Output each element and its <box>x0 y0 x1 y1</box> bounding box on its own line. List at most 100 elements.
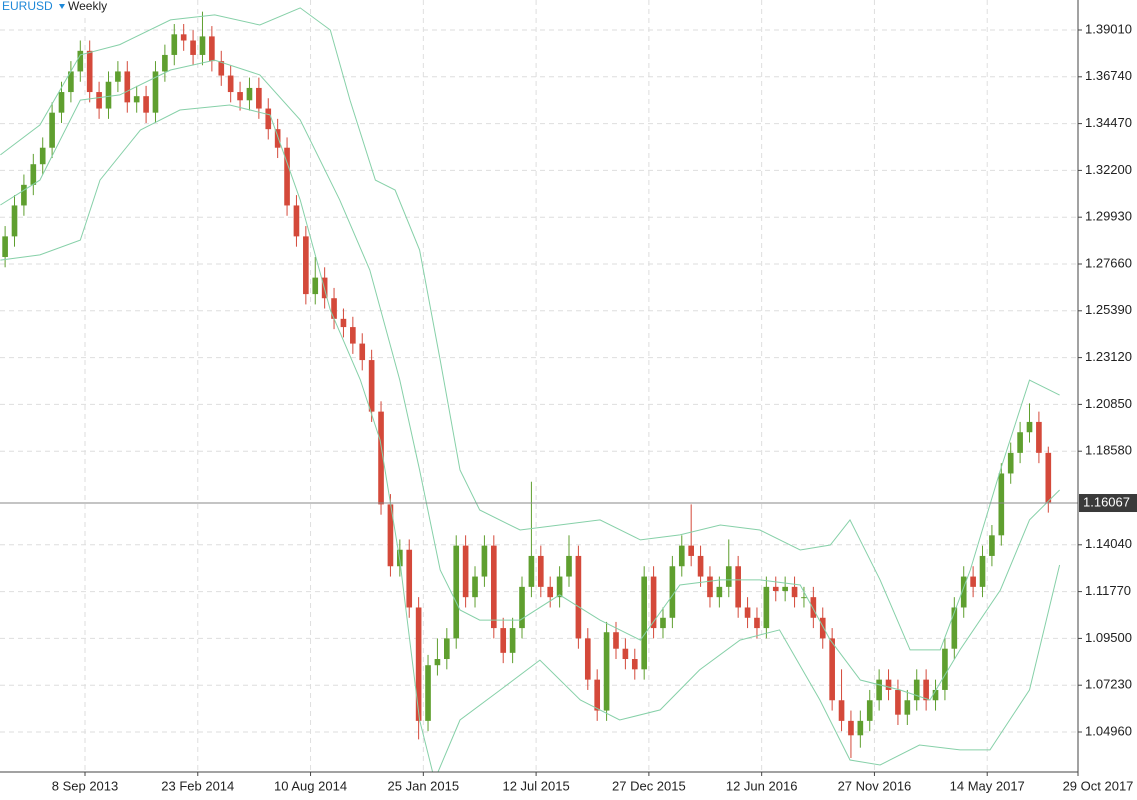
candle-body <box>801 597 807 599</box>
candle-body <box>537 555 544 587</box>
candle-body <box>359 343 366 361</box>
candle-body <box>49 112 55 148</box>
candle-body <box>434 659 441 666</box>
candle-body <box>904 700 911 715</box>
candle-body <box>660 617 666 629</box>
last-price-label: 1.16067 <box>1083 494 1130 509</box>
symbol[interactable]: EURUSD <box>2 0 53 13</box>
candle-body <box>519 586 525 629</box>
bollinger-band <box>0 104 1061 772</box>
y-tick-label: 1.27660 <box>1085 255 1132 270</box>
candle-body <box>77 50 84 72</box>
candle-body <box>171 34 178 55</box>
candle-body <box>932 689 939 701</box>
candle-body <box>331 298 337 319</box>
candle-body <box>1045 452 1052 503</box>
candle-body <box>284 147 290 206</box>
candle-body <box>86 50 93 93</box>
candle-body <box>312 277 319 295</box>
bollinger-band <box>0 59 1060 701</box>
candle-body <box>989 535 995 556</box>
candle-body <box>481 545 488 577</box>
candle-body <box>951 607 958 649</box>
candle-body <box>754 617 760 629</box>
candle-body <box>105 81 112 109</box>
y-tick-label: 1.36740 <box>1085 68 1132 83</box>
candle-body <box>913 679 920 701</box>
candle-body <box>415 607 422 721</box>
candle-body <box>678 545 685 567</box>
candle-body <box>603 632 610 711</box>
candle-body <box>810 597 817 618</box>
candle-body <box>885 679 892 690</box>
candle-body <box>1017 432 1023 453</box>
candle-body <box>237 92 243 101</box>
candle-body <box>509 628 516 653</box>
y-tick-label: 1.25390 <box>1085 302 1132 317</box>
candle-body <box>30 164 37 185</box>
candle-body <box>735 566 741 608</box>
candle-body <box>838 700 845 721</box>
candle-body <box>584 638 591 680</box>
candle-body <box>293 205 300 237</box>
candle-body <box>819 617 826 639</box>
candle-body <box>613 632 619 649</box>
candle-body <box>387 504 394 567</box>
x-tick-label: 10 Aug 2014 <box>274 778 347 793</box>
candle-body <box>960 576 967 608</box>
candle-body <box>58 92 65 113</box>
candle-body <box>133 96 140 103</box>
header-background <box>0 0 118 16</box>
axes: 1.39010 1.36740 1.34470 1.32200 1.29930 1.276… <box>52 21 1137 793</box>
y-tick-label: 1.39010 <box>1085 21 1132 36</box>
candle-body <box>829 638 835 701</box>
candle-body <box>697 555 704 577</box>
candle-body <box>688 545 694 556</box>
candle-body <box>378 411 384 505</box>
candle-body <box>21 184 27 206</box>
candle-body <box>970 576 976 587</box>
candle-body <box>68 71 74 93</box>
dropdown-icon[interactable] <box>59 4 65 9</box>
candle-body <box>942 648 948 690</box>
candle-body <box>725 566 732 587</box>
candle-body <box>622 648 629 660</box>
candle-body <box>2 236 8 257</box>
candle-body <box>876 679 882 701</box>
y-tick-label: 1.11770 <box>1085 583 1131 598</box>
candle-body <box>848 720 854 736</box>
candle-body <box>256 87 262 109</box>
candle-body <box>500 628 507 653</box>
candle-body <box>547 586 554 598</box>
candle-body <box>1026 421 1033 433</box>
candle-body <box>227 75 234 93</box>
candle-body <box>782 586 788 591</box>
candle-body <box>162 54 168 72</box>
bollinger-band <box>0 7 1060 651</box>
candle-body <box>490 545 497 629</box>
x-tick-label: 12 Jul 2015 <box>502 778 569 793</box>
y-tick-label: 1.18580 <box>1085 443 1132 458</box>
candle-body <box>650 576 657 629</box>
plot-area <box>0 7 1078 772</box>
x-tick-label: 29 Oct 2017 <box>1063 778 1134 793</box>
candle-body <box>96 92 102 109</box>
candle-body <box>265 108 272 130</box>
candle-body <box>340 318 347 328</box>
x-tick-label: 14 May 2017 <box>950 778 1025 793</box>
x-tick-label: 12 Jun 2016 <box>726 778 798 793</box>
grid <box>0 0 1078 772</box>
candle-body <box>180 34 187 41</box>
candle-body <box>998 473 1005 536</box>
candle-body <box>716 586 723 598</box>
candle-body <box>772 586 779 591</box>
candle-body <box>1007 452 1014 474</box>
candle-body <box>246 87 253 101</box>
y-tick-label: 1.09500 <box>1085 630 1132 645</box>
candle-body <box>866 700 873 721</box>
candle-body <box>368 360 375 412</box>
candle-body <box>895 689 901 715</box>
candle-body <box>707 576 713 598</box>
